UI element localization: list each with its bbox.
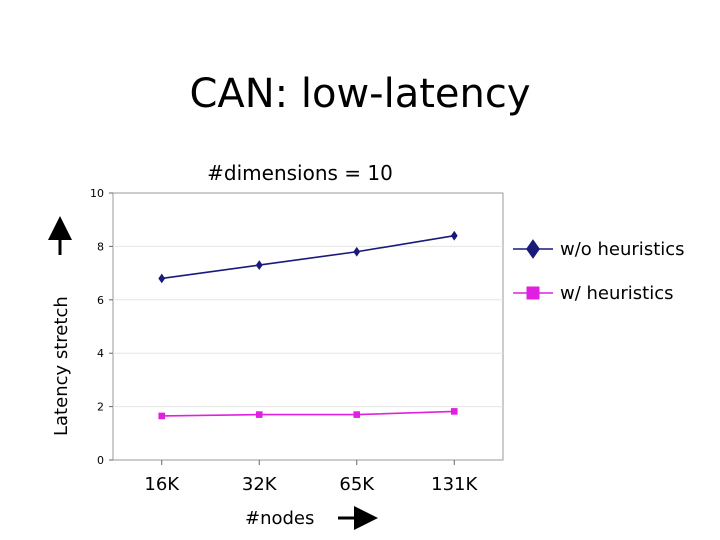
x-tick-label: 16K (144, 474, 180, 495)
data-point (353, 411, 361, 418)
legend-marker (526, 286, 540, 300)
y-tick-label: 0 (97, 454, 104, 467)
y-tick-label: 6 (97, 294, 104, 307)
x-tick-label: 65K (339, 474, 375, 495)
series-line-0 (161, 234, 455, 280)
x-tick-label: 131K (431, 474, 478, 495)
y-tick-label: 4 (97, 347, 104, 360)
slide-title: CAN: low-latency (189, 71, 531, 117)
data-point (450, 408, 458, 415)
legend-label: w/ heuristics (560, 283, 674, 304)
data-point (353, 246, 361, 257)
plot-area (112, 192, 504, 461)
data-point (450, 230, 458, 241)
data-point (158, 273, 166, 284)
x-axis-label: #nodes (245, 508, 314, 529)
legend-marker (526, 239, 540, 259)
y-tick-label: 8 (97, 240, 104, 253)
x-tick-label: 32K (242, 474, 278, 495)
data-point (255, 411, 263, 418)
data-point (255, 260, 263, 270)
y-tick-label: 2 (97, 401, 104, 414)
data-point (158, 412, 166, 420)
series-line-1 (161, 410, 455, 417)
legend-label: w/o heuristics (560, 239, 685, 260)
chart-subtitle: #dimensions = 10 (207, 161, 393, 185)
y-tick-label: 10 (90, 187, 104, 200)
y-axis-label: Latency stretch (51, 296, 72, 436)
